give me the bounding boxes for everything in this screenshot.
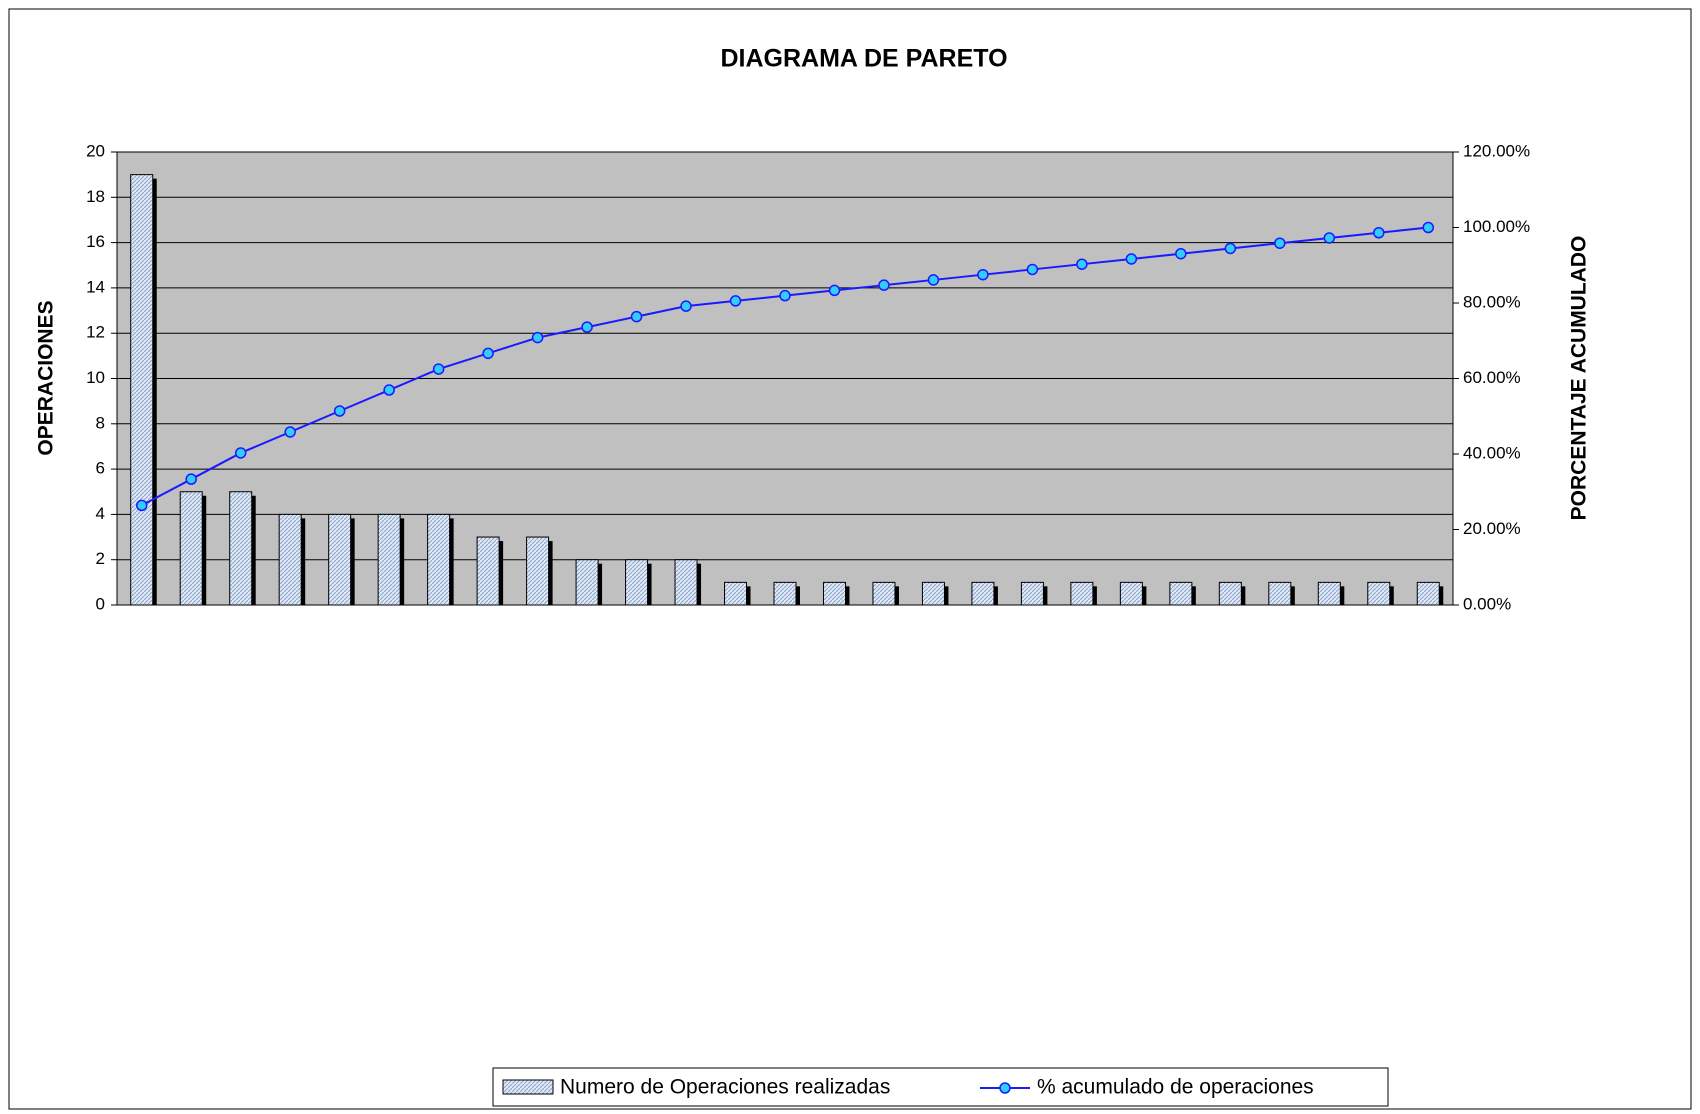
bar xyxy=(773,581,797,606)
line-marker xyxy=(729,295,742,307)
bar xyxy=(872,581,896,606)
line-marker xyxy=(1373,226,1385,239)
y-tick-label: 6 xyxy=(96,459,105,478)
y-tick-label: 20 xyxy=(86,141,105,160)
bar xyxy=(1218,581,1242,606)
bar xyxy=(674,559,698,606)
legend xyxy=(492,1067,1389,1107)
line-marker xyxy=(1323,232,1336,244)
y-tick-label: 12 xyxy=(86,323,105,342)
bar xyxy=(1268,581,1292,606)
bar xyxy=(427,513,451,606)
line-marker xyxy=(1076,258,1088,270)
line-marker xyxy=(779,289,791,302)
bar xyxy=(130,174,154,606)
y-tick-label: 4 xyxy=(96,504,105,523)
legend-swatch xyxy=(502,1079,554,1095)
bar xyxy=(1317,581,1341,606)
line-marker xyxy=(531,331,544,344)
line-marker xyxy=(1224,242,1237,255)
line-marker xyxy=(680,300,692,312)
y-tick-label: 16 xyxy=(86,232,105,251)
y-tick-label: 14 xyxy=(86,277,105,296)
line-marker xyxy=(630,310,643,323)
bar xyxy=(476,536,500,606)
y2-tick-label: 60.00% xyxy=(1463,368,1521,387)
legend-marker xyxy=(999,1082,1011,1094)
bar xyxy=(179,491,203,606)
y2-tick-label: 100.00% xyxy=(1463,217,1530,236)
line-marker xyxy=(1422,221,1435,234)
bar xyxy=(921,581,945,606)
line-marker xyxy=(284,426,296,438)
line-marker xyxy=(234,447,247,459)
y-tick-label: 18 xyxy=(86,187,105,206)
bar xyxy=(328,513,352,606)
bar xyxy=(278,513,302,606)
bar xyxy=(724,581,748,606)
line-marker xyxy=(135,499,148,512)
y-tick-label: 8 xyxy=(96,413,105,432)
y2-tick-label: 0.00% xyxy=(1463,594,1511,613)
bar xyxy=(526,536,550,606)
line-marker xyxy=(185,473,197,485)
bar xyxy=(1020,581,1044,606)
y2-axis-title: PORCENTAJE ACUMULADO xyxy=(1568,236,1591,521)
line-marker xyxy=(1175,247,1187,260)
line-marker xyxy=(333,405,346,417)
legend-text: Numero de Operaciones realizadas xyxy=(560,1076,890,1099)
line-marker xyxy=(1026,263,1039,276)
y-tick-label: 2 xyxy=(96,549,105,568)
bar xyxy=(1119,581,1143,606)
bar xyxy=(1367,581,1391,606)
legend-text: % acumulado de operaciones xyxy=(1037,1076,1314,1099)
bar xyxy=(1169,581,1193,606)
line-marker xyxy=(432,363,445,375)
y2-tick-label: 120.00% xyxy=(1463,141,1530,160)
line-marker xyxy=(1274,237,1286,249)
line-marker xyxy=(482,347,494,360)
y2-tick-label: 20.00% xyxy=(1463,519,1521,538)
y-axis-title: OPERACIONES xyxy=(35,300,58,455)
chart-title: DIAGRAMA DE PARETO xyxy=(720,45,1007,73)
y2-tick-label: 40.00% xyxy=(1463,443,1521,462)
line-marker xyxy=(927,274,940,286)
line-marker xyxy=(828,284,841,297)
bar xyxy=(971,581,995,606)
bar xyxy=(575,559,599,606)
bar xyxy=(625,559,649,606)
bar xyxy=(1416,581,1440,606)
line-marker xyxy=(383,384,395,396)
line-marker xyxy=(878,279,890,291)
y-tick-label: 0 xyxy=(96,594,105,613)
y-tick-label: 10 xyxy=(86,368,105,387)
y2-tick-label: 80.00% xyxy=(1463,292,1521,311)
bar xyxy=(1070,581,1094,606)
bar xyxy=(229,491,253,606)
bar xyxy=(822,581,846,606)
bar xyxy=(377,513,401,606)
line-marker xyxy=(581,321,593,333)
line-marker xyxy=(1125,253,1138,265)
line-marker xyxy=(977,268,989,281)
